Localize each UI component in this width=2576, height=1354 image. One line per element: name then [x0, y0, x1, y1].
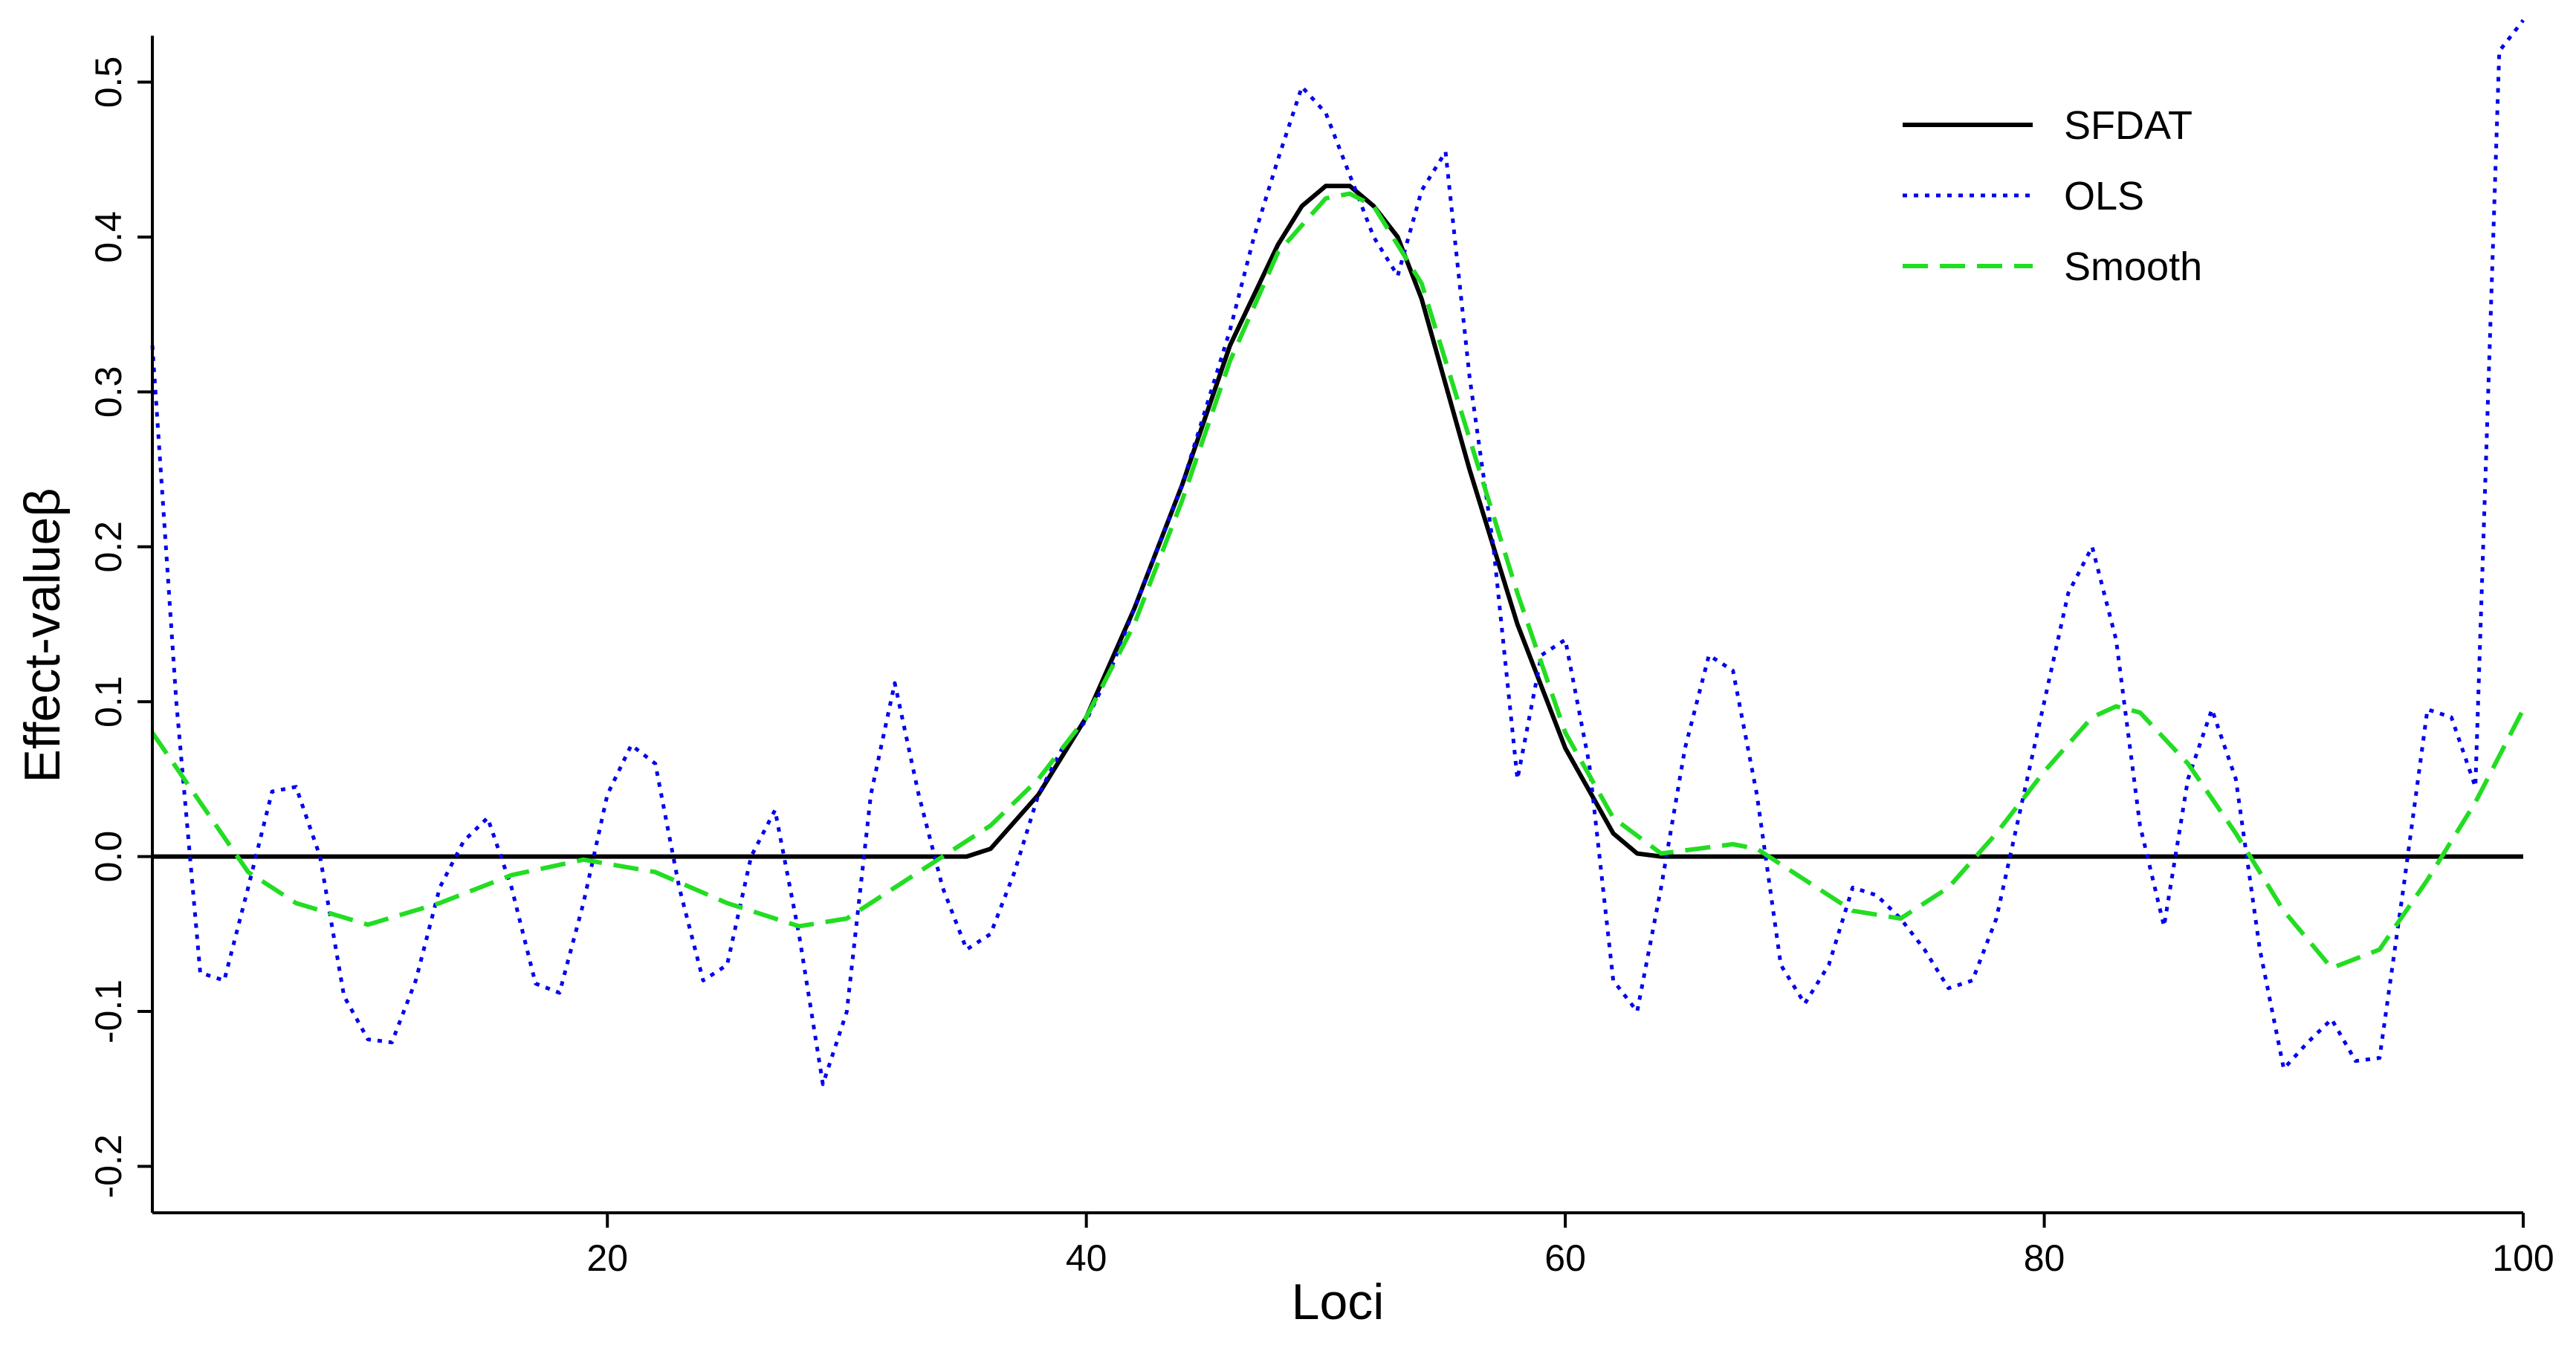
- x-tick-label: 100: [2492, 1237, 2554, 1279]
- series-layer: [150, 19, 2525, 1086]
- series-line-sfdat: [152, 184, 2523, 859]
- legend-label-ols: OLS: [2064, 174, 2144, 218]
- y-ticks: -0.2 -0.1 0.0 0.1 0.2 0.3 0.4 0.5: [88, 56, 152, 1199]
- x-tick-label: 20: [586, 1237, 628, 1279]
- y-tick-label: 0.5: [88, 56, 129, 108]
- y-axis-title: Effect-valueβ: [14, 488, 71, 783]
- x-ticks: 20 40 60 80 100: [586, 1213, 2554, 1279]
- y-tick-label: -0.1: [88, 979, 129, 1043]
- x-tick-label: 60: [1544, 1237, 1586, 1279]
- x-tick-label: 80: [2024, 1237, 2065, 1279]
- x-axis-title: Loci: [1292, 1274, 1385, 1330]
- y-tick-label: -0.2: [88, 1134, 129, 1198]
- series-line-smooth: [150, 191, 2525, 971]
- y-tick-label: 0.3: [88, 366, 129, 418]
- plot-area: [150, 19, 2525, 1086]
- legend: SFDAT OLS Smooth: [1903, 103, 2202, 289]
- y-tick-label: 0.4: [88, 211, 129, 263]
- legend-label-sfdat: SFDAT: [2064, 103, 2192, 148]
- y-tick-label: 0.1: [88, 676, 129, 728]
- x-tick-label: 40: [1066, 1237, 1107, 1279]
- y-tick-label: 0.2: [88, 521, 129, 573]
- y-tick-label: 0.0: [88, 831, 129, 883]
- legend-label-smooth: Smooth: [2064, 244, 2202, 289]
- series-line-ols: [150, 19, 2525, 1086]
